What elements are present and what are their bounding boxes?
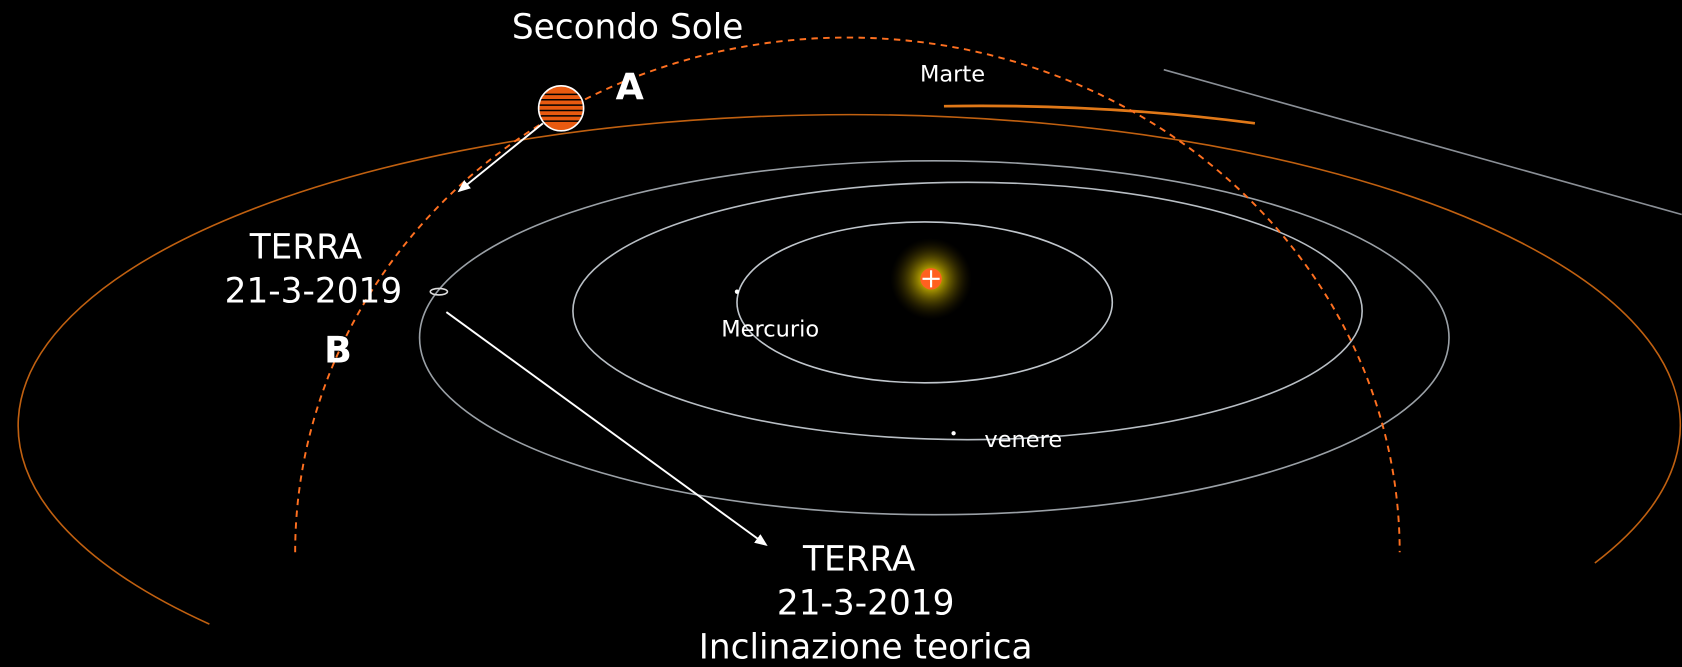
- earth2-note: Inclinazione teorica: [699, 627, 1033, 667]
- page: Secondo Sole A Marte TERRA 21-3-2019 B M…: [0, 0, 1682, 667]
- mercury-planet: [735, 290, 739, 294]
- venus-label: venere: [984, 427, 1062, 453]
- point-a-label: A: [616, 66, 645, 109]
- mercury-label: Mercurio: [721, 317, 819, 343]
- earth-date: 21-3-2019: [225, 271, 402, 311]
- solar-diagram: Secondo Sole A Marte TERRA 21-3-2019 B M…: [0, 0, 1682, 667]
- mars-label: Marte: [920, 61, 985, 87]
- point-b-label: B: [324, 328, 352, 371]
- earth-title: TERRA: [249, 227, 363, 267]
- venus-planet: [951, 431, 955, 435]
- earth2-title: TERRA: [802, 539, 916, 579]
- earth2-date: 21-3-2019: [777, 583, 955, 623]
- second-sun-label: Secondo Sole: [512, 8, 743, 48]
